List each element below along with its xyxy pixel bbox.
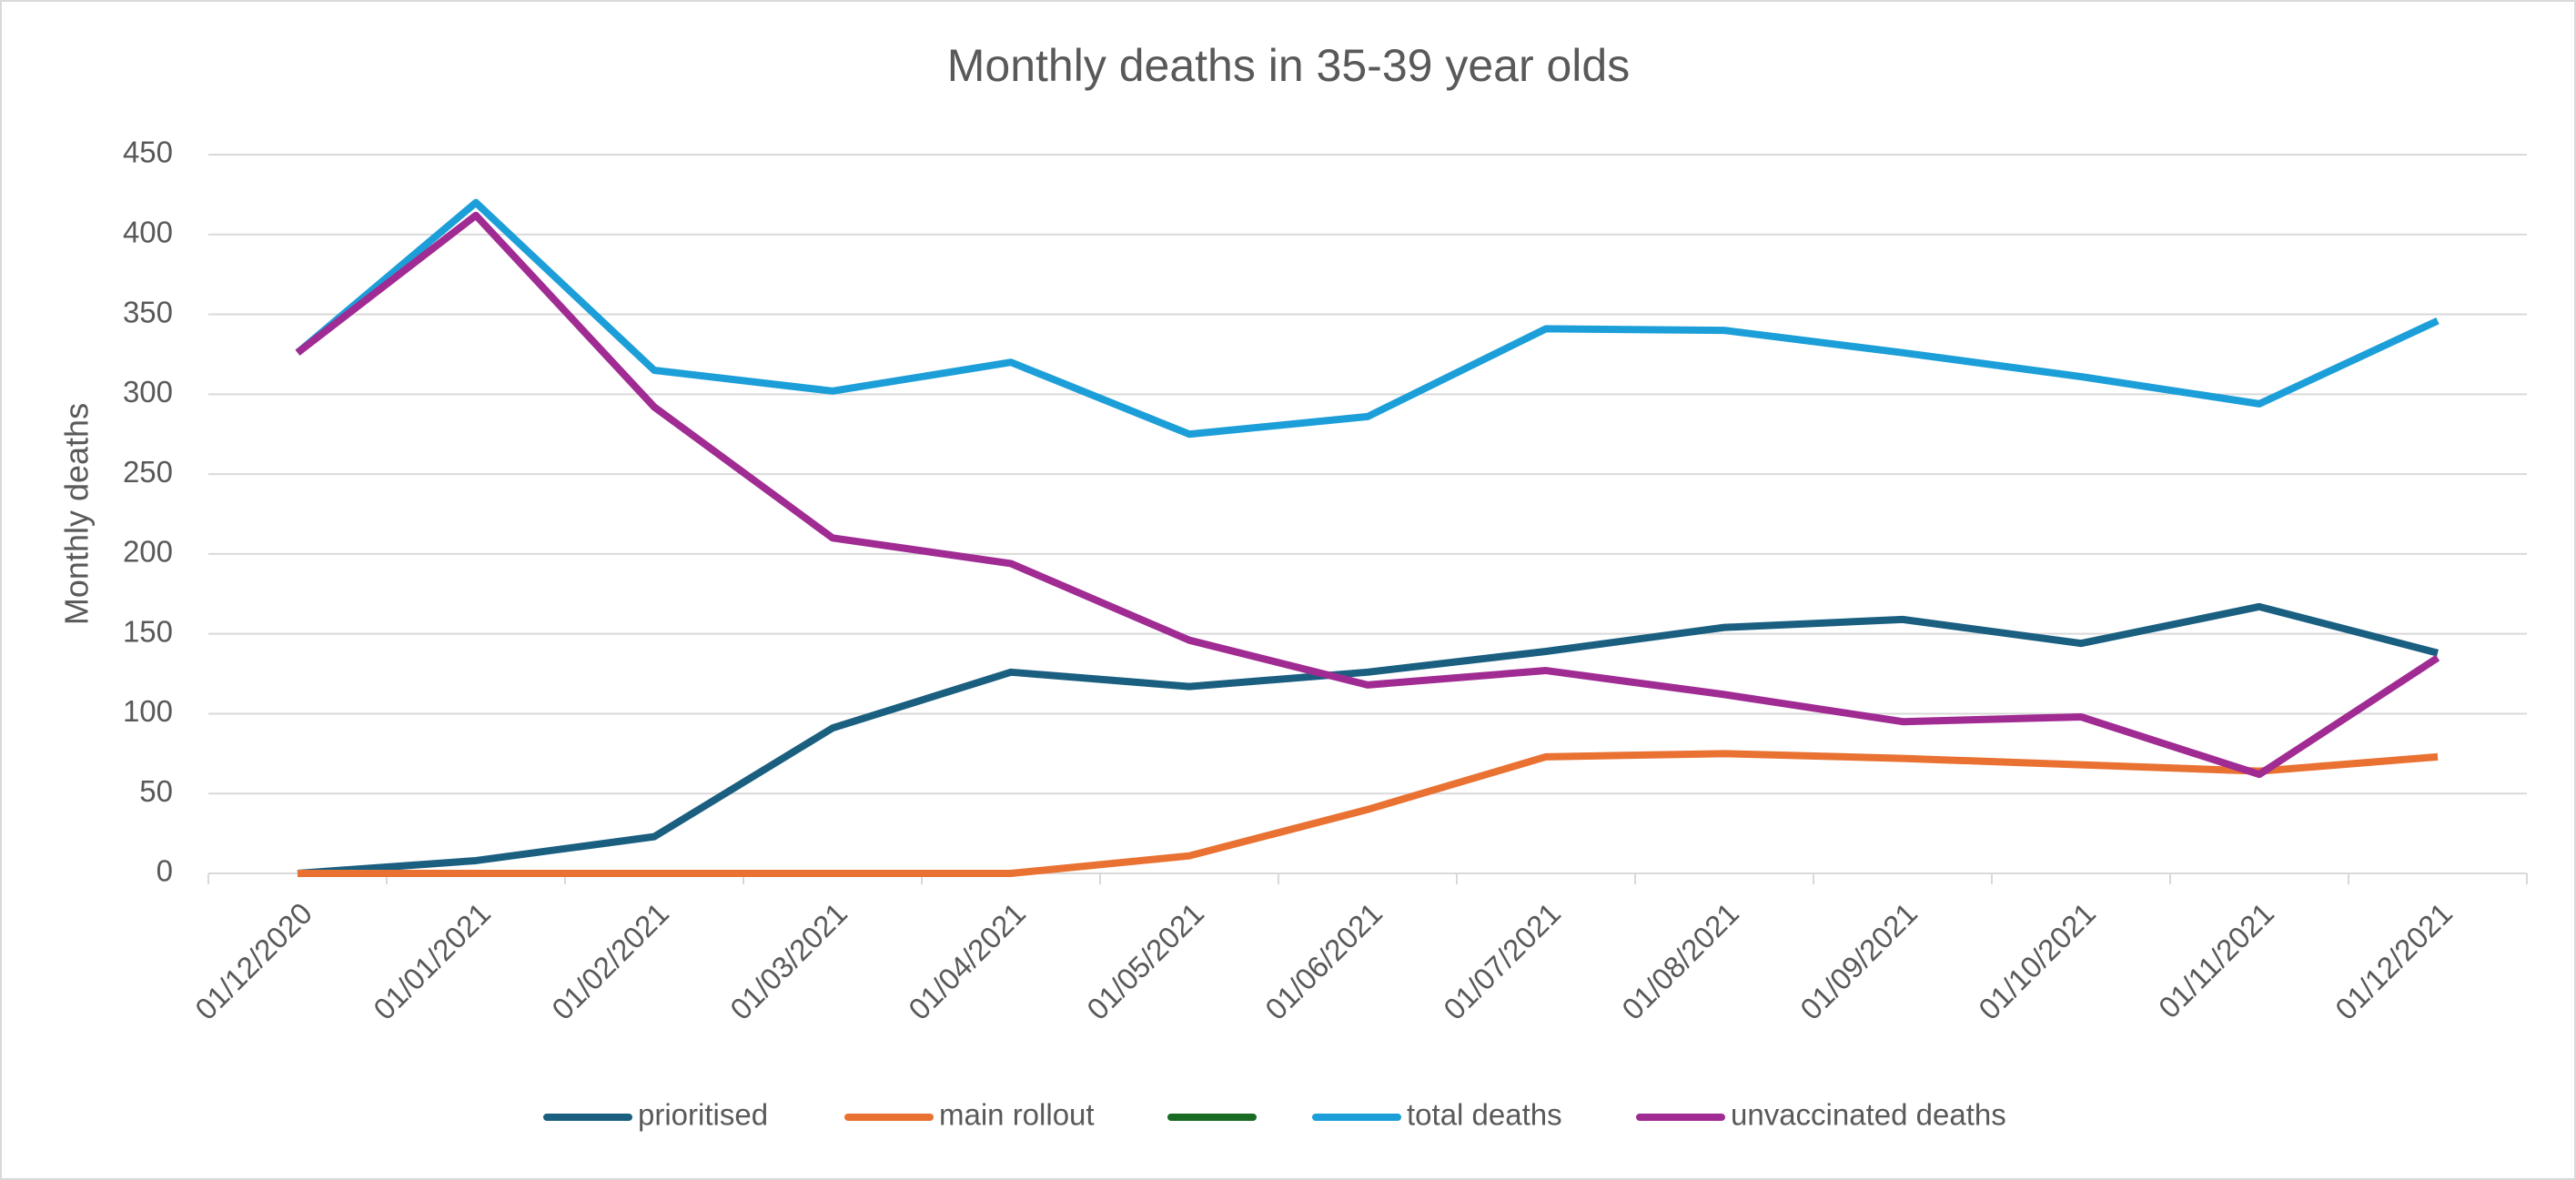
series-line <box>297 602 2440 877</box>
series-line <box>298 750 2439 877</box>
y-tick-label: 350 <box>123 295 173 328</box>
y-tick-label: 150 <box>123 614 173 648</box>
y-tick-label: 400 <box>123 215 173 248</box>
series-line <box>295 211 2440 779</box>
y-tick-label: 450 <box>123 136 173 169</box>
y-tick-label: 100 <box>123 694 173 728</box>
series-line <box>295 198 2440 439</box>
y-tick-label: 0 <box>157 854 173 888</box>
chart-title: Monthly deaths in 35-39 year olds <box>947 40 1630 91</box>
y-tick-label: 250 <box>123 455 173 489</box>
y-tick-label: 200 <box>123 535 173 569</box>
legend-label: main rollout <box>939 1098 1095 1132</box>
y-tick-label: 300 <box>123 375 173 408</box>
legend-label: prioritised <box>638 1098 768 1132</box>
y-tick-label: 50 <box>139 774 173 808</box>
legend-label: total deaths <box>1407 1098 1562 1132</box>
legend-label: unvaccinated deaths <box>1731 1098 2006 1132</box>
y-axis-label: Monthly deaths <box>58 403 96 625</box>
